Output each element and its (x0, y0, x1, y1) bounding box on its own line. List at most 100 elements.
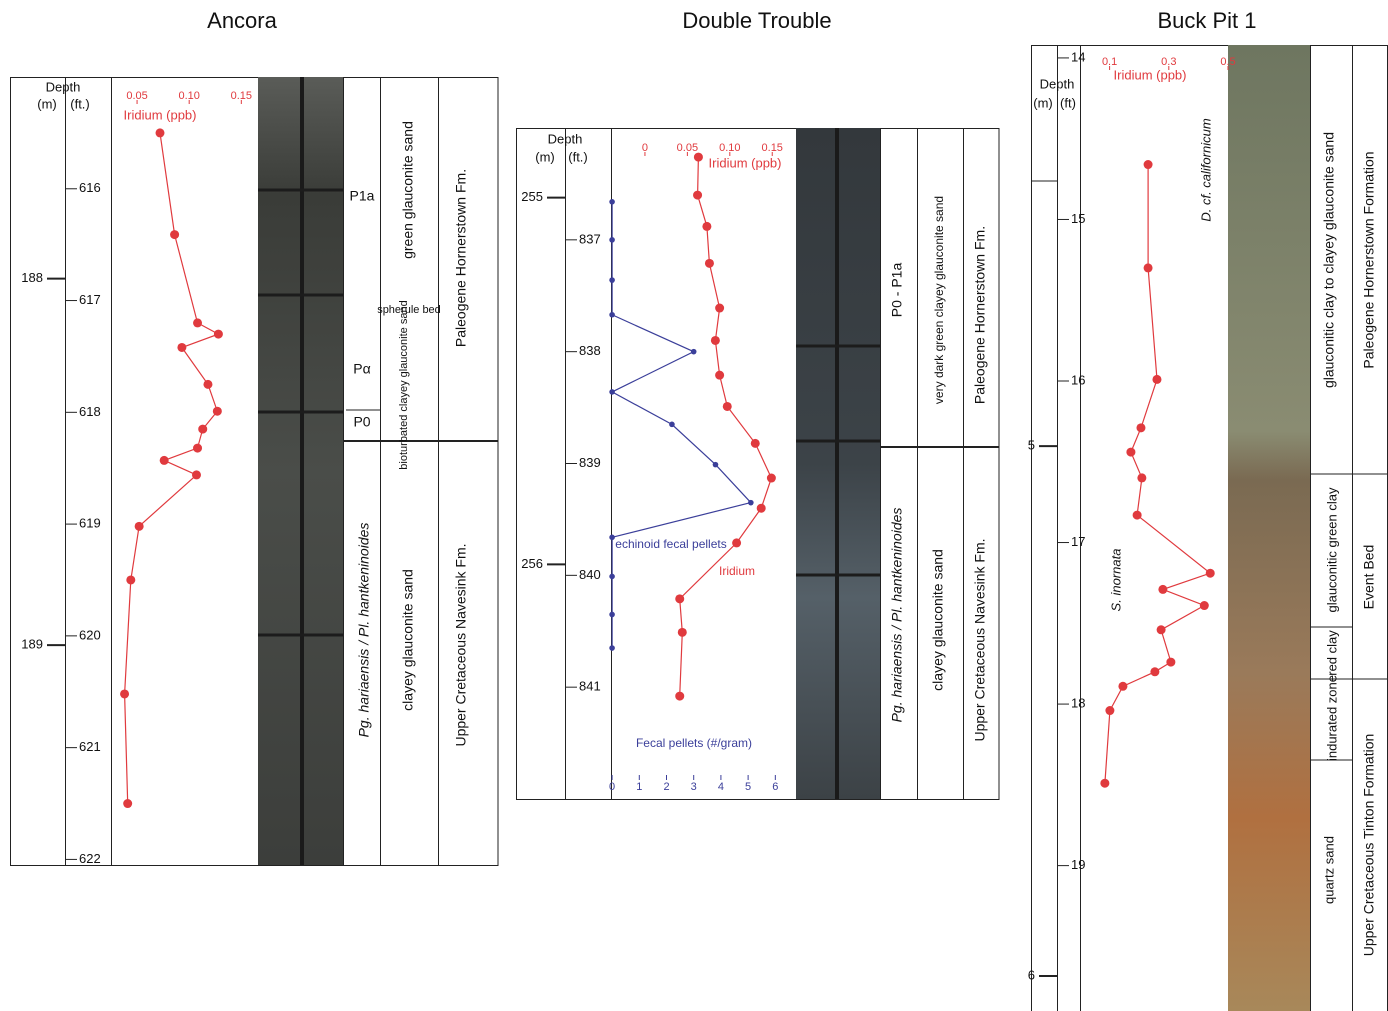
annotation: Paleogene Hornerstown Formation (1361, 151, 1377, 368)
data-point (126, 575, 135, 584)
y-tick-label: 619 (79, 516, 101, 531)
data-point (213, 407, 222, 416)
y-axis-label: (ft.) (568, 149, 588, 164)
data-point (1200, 601, 1209, 610)
y-tick-label: 622 (79, 851, 101, 866)
y-tick-label: 17 (1071, 534, 1085, 549)
annotation: Upper Cretaceous Tinton Formation (1361, 734, 1377, 957)
data-point (711, 336, 720, 345)
data-point (675, 594, 684, 603)
data-point (1136, 423, 1145, 432)
data-point (1126, 448, 1135, 457)
x2-axis-label: Fecal pellets (#/gram) (636, 736, 752, 750)
data-point (693, 191, 702, 200)
data-point (156, 128, 165, 137)
data-point (1158, 585, 1167, 594)
chart-title: Buck Pit 1 (1157, 8, 1256, 33)
annotation: P0 - P1a (889, 263, 905, 318)
data-point (203, 380, 212, 389)
data-point (1157, 625, 1166, 634)
y-axis-label: (ft) (1060, 95, 1076, 110)
y-tick-label: 839 (579, 455, 601, 470)
annotation: very dark green clayey glauconite sand (932, 196, 946, 404)
y-tick-label: 841 (579, 679, 601, 694)
data-point (1150, 667, 1159, 676)
annotation: Upper Cretaceous Navesink Fm. (972, 538, 988, 741)
data-point (1144, 160, 1153, 169)
data-point (160, 456, 169, 465)
x-axis-label: Iridium (ppb) (1114, 67, 1187, 82)
data-point (609, 645, 615, 651)
y-tick-label: 617 (79, 292, 101, 307)
annotation: green glauconite sand (400, 121, 416, 259)
y-tick-label: 16 (1071, 372, 1085, 387)
data-point (609, 312, 615, 318)
series-line (680, 157, 772, 696)
annotation: D. cf. californicum (1198, 118, 1213, 221)
data-point (715, 371, 724, 380)
data-point (757, 504, 766, 513)
data-point (1137, 473, 1146, 482)
data-point (193, 444, 202, 453)
core-photo (1228, 45, 1310, 1011)
data-point (1144, 263, 1153, 272)
data-point (609, 574, 615, 580)
y-tick-label: 837 (579, 231, 601, 246)
annotation: glauconitic clay to clayey glauconite sa… (1321, 132, 1337, 388)
x2-tick-label: 1 (636, 781, 642, 793)
y2-axis-label: (m) (37, 96, 57, 111)
x-tick-label: 0.05 (126, 90, 147, 102)
y2-tick-label: 6 (1028, 967, 1035, 982)
data-point (702, 222, 711, 231)
y2-tick-label: 189 (21, 637, 43, 652)
y-tick-label: 838 (579, 343, 601, 358)
data-point (123, 799, 132, 808)
x2-tick-label: 4 (718, 781, 724, 793)
x2-tick-label: 0 (609, 781, 615, 793)
y-tick-label: 19 (1071, 857, 1085, 872)
y-tick-label: 621 (79, 739, 101, 754)
annotation: Paleogene Hornerstown Fm. (972, 226, 988, 404)
y-tick-label: 620 (79, 627, 101, 642)
data-point (678, 628, 687, 637)
depth-label: Depth (46, 79, 81, 94)
depth-label: Depth (1040, 76, 1075, 91)
annotation: Event Bed (1361, 545, 1377, 610)
annotation: bioturbated clayey glauconite sand (398, 300, 410, 469)
x-tick-label: 0.5 (1220, 56, 1235, 68)
data-point (732, 538, 741, 547)
data-point (691, 349, 697, 355)
y-axis-label: (ft.) (70, 96, 90, 111)
y2-tick-label: 5 (1028, 438, 1035, 453)
x2-tick-label: 5 (745, 781, 751, 793)
annotation: clayey glauconite sand (400, 569, 416, 711)
y-tick-label: 15 (1071, 211, 1085, 226)
data-point (609, 199, 615, 205)
x-tick-label: 0.15 (762, 142, 783, 154)
depth-label: Depth (548, 131, 583, 146)
data-point (170, 230, 179, 239)
y-tick-label: 18 (1071, 696, 1085, 711)
data-point (767, 474, 776, 483)
y-tick-label: 840 (579, 567, 601, 582)
data-point (192, 470, 201, 479)
data-point (609, 535, 615, 541)
x-tick-label: 0.10 (178, 90, 199, 102)
y-tick-label: 618 (79, 404, 101, 419)
data-point (715, 304, 724, 313)
x-axis-label: Iridium (ppb) (124, 107, 197, 122)
data-point (694, 153, 703, 162)
data-point (198, 425, 207, 434)
x2-tick-label: 2 (663, 781, 669, 793)
y2-axis-label: (m) (535, 149, 555, 164)
x-tick-label: 0 (642, 142, 648, 154)
x2-tick-label: 6 (772, 781, 778, 793)
data-point (723, 402, 732, 411)
y-tick-label: 14 (1071, 49, 1085, 64)
data-point (1206, 569, 1215, 578)
data-point (675, 692, 684, 701)
x-tick-label: 0.1 (1102, 56, 1117, 68)
data-point (1118, 682, 1127, 691)
data-point (1105, 706, 1114, 715)
annotation: indurated zone (1324, 675, 1339, 761)
